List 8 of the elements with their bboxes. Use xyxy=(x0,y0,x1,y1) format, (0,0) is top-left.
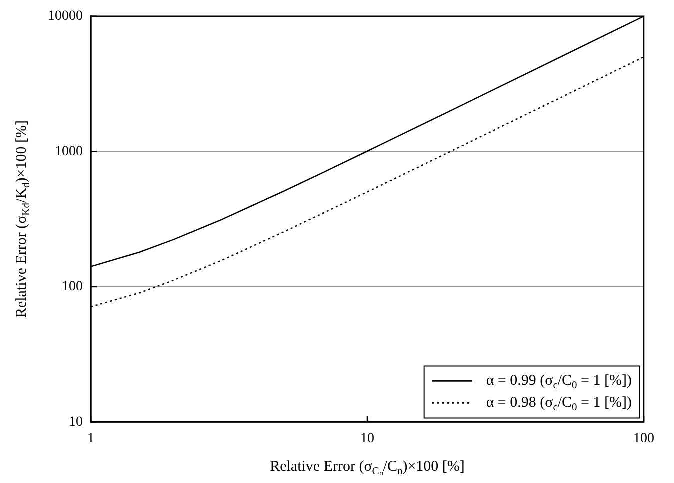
x-tick-label: 10 xyxy=(360,431,374,446)
y-axis-title: Relative Error (σKd/Kd)×100 [%] xyxy=(14,120,32,318)
x-tick-label: 100 xyxy=(634,431,654,446)
y-tick-label: 100 xyxy=(62,280,83,295)
y-tick-label: 10 xyxy=(69,414,83,430)
x-tick-label: 1 xyxy=(88,431,94,446)
y-tick-label: 1000 xyxy=(55,144,83,160)
y-tick-label: 10000 xyxy=(48,9,83,24)
